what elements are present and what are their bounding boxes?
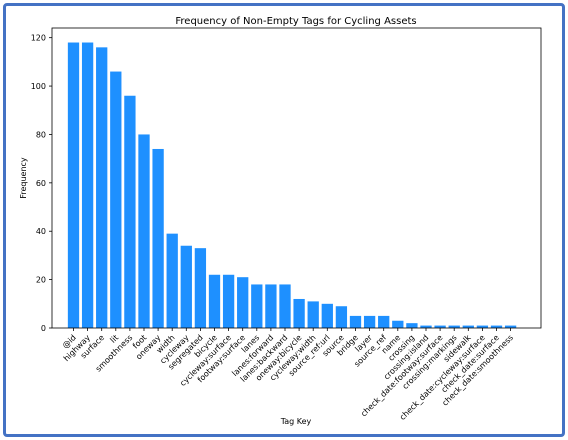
bar-13 [251, 284, 263, 328]
bar-14 [265, 284, 277, 328]
bar-24 [406, 323, 418, 328]
bar-12 [237, 277, 249, 328]
bar-22 [378, 315, 390, 328]
bar-7 [166, 233, 178, 328]
bar-8 [180, 245, 192, 328]
bar-23 [392, 320, 404, 328]
bar-25 [420, 325, 432, 328]
bar-18 [321, 303, 333, 328]
bar-28 [462, 325, 474, 328]
bar-6 [152, 148, 164, 328]
bar-15 [279, 284, 291, 328]
y-tick-label-3: 60 [36, 179, 46, 188]
y-tick-label-1: 20 [36, 276, 46, 285]
plot-area-border [51, 27, 542, 329]
bar-5 [138, 134, 150, 328]
bar-21 [363, 315, 376, 328]
bar-2 [96, 47, 108, 328]
bars-group [67, 42, 517, 329]
bar-1 [81, 42, 94, 329]
x-tick-label-3: lit [108, 333, 120, 345]
bar-26 [434, 325, 446, 328]
bar-3 [110, 71, 122, 329]
bar-17 [307, 301, 319, 328]
x-axis-label: Tag Key [280, 417, 312, 426]
y-tick-label-4: 80 [36, 130, 46, 139]
bar-0 [67, 42, 80, 329]
bar-31 [504, 325, 517, 328]
bar-19 [335, 306, 348, 328]
y-axis: 0 20 40 60 80 100 120 [31, 34, 52, 333]
bar-30 [490, 325, 503, 328]
bar-16 [293, 298, 305, 328]
bar-27 [448, 325, 460, 328]
bar-11 [222, 274, 235, 328]
bar-4 [124, 95, 136, 329]
bar-20 [349, 315, 362, 328]
y-tick-label-5: 100 [31, 82, 46, 91]
y-tick-label-6: 120 [31, 34, 46, 43]
chart-title: Frequency of Non-Empty Tags for Cycling … [175, 16, 416, 27]
y-axis-label: Frequency [19, 157, 28, 199]
y-tick-label-0: 0 [41, 324, 46, 333]
bar-29 [476, 325, 489, 328]
bar-9 [194, 248, 207, 328]
bar-10 [208, 274, 221, 328]
y-tick-label-2: 40 [36, 227, 46, 236]
